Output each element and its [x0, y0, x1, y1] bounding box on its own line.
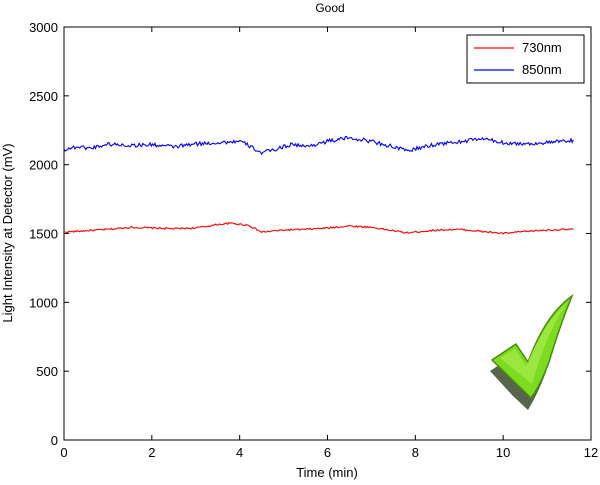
axis-ticks: 0 2 4 6 8 10 12 0 500 1000 1500 2000 2500 3000: [29, 20, 598, 460]
legend-box: [466, 34, 585, 84]
series-line-850nm: [63, 136, 574, 156]
y-tick-label: 1000: [29, 295, 58, 310]
y-tick-label: 2000: [29, 158, 58, 173]
y-tick-label: 2500: [29, 89, 58, 104]
x-tick-label: 0: [60, 445, 67, 460]
y-tick-label: 1500: [29, 227, 58, 242]
legend: 730nm 850nm: [466, 34, 585, 84]
x-tick-label: 10: [496, 445, 510, 460]
x-tick-label: 6: [324, 445, 331, 460]
y-tick-label: 3000: [29, 20, 58, 35]
checkmark-icon: [490, 293, 574, 410]
chart-title: Good: [315, 1, 344, 15]
y-tick-label: 500: [36, 364, 58, 379]
legend-label-730nm: 730nm: [522, 40, 562, 55]
x-tick-label: 8: [412, 445, 419, 460]
x-tick-label: 2: [148, 445, 155, 460]
series-line-730nm: [63, 221, 574, 235]
y-axis-label: Light Intensity at Detector (mV): [0, 143, 15, 322]
x-tick-label: 4: [236, 445, 243, 460]
x-axis-label: Time (min): [296, 465, 358, 480]
y-tick-label: 0: [51, 433, 58, 448]
x-tick-label: 12: [584, 445, 598, 460]
series-layer: [63, 136, 574, 235]
legend-label-850nm: 850nm: [522, 62, 562, 77]
